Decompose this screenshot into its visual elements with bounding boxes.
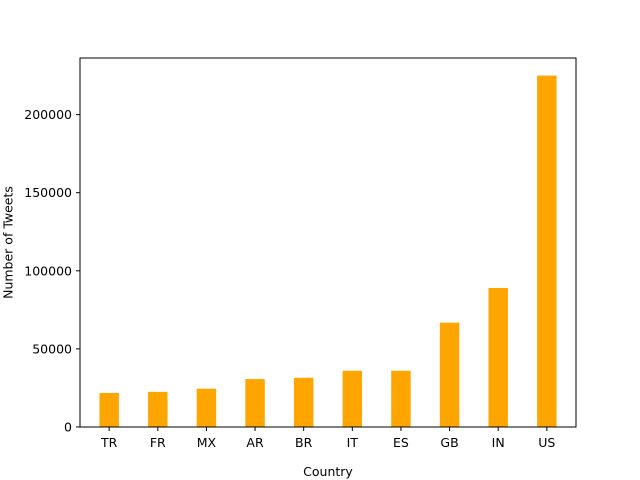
- x-tick-label: IN: [492, 435, 505, 450]
- x-tick-label: AR: [246, 435, 264, 450]
- y-tick-label: 200000: [24, 107, 72, 122]
- y-tick-label: 0: [64, 420, 72, 435]
- x-tick-label: BR: [295, 435, 313, 450]
- bar-fr: [148, 391, 168, 427]
- y-tick-label: 50000: [32, 341, 72, 356]
- bar-tr: [99, 392, 119, 427]
- x-axis-label: Country: [303, 464, 353, 479]
- plot-frame: [79, 57, 577, 428]
- y-tick-label: 150000: [24, 185, 72, 200]
- bar-in: [488, 287, 508, 427]
- bar-mx: [196, 388, 217, 427]
- x-tick-label: MX: [197, 435, 217, 450]
- x-tick-label: US: [538, 435, 555, 450]
- y-axis-label: Number of Tweets: [0, 186, 15, 299]
- x-tick-label: GB: [440, 435, 458, 450]
- bar-gb: [439, 322, 460, 427]
- x-tick-label: TR: [100, 435, 118, 450]
- y-axis-ticks: 0 50000 100000 150000 200000: [24, 107, 80, 435]
- x-tick-label: IT: [347, 435, 359, 450]
- x-axis-ticks: TR FR MX AR BR IT ES GB IN US: [100, 427, 555, 450]
- bar-it: [342, 370, 363, 427]
- bar-es: [391, 370, 411, 427]
- bars-group: [99, 75, 557, 428]
- bar-us: [537, 75, 557, 428]
- bar-br: [293, 377, 314, 427]
- x-tick-label: ES: [393, 435, 409, 450]
- x-tick-label: FR: [150, 435, 166, 450]
- y-tick-label: 100000: [24, 263, 72, 278]
- bar-ar: [245, 379, 265, 427]
